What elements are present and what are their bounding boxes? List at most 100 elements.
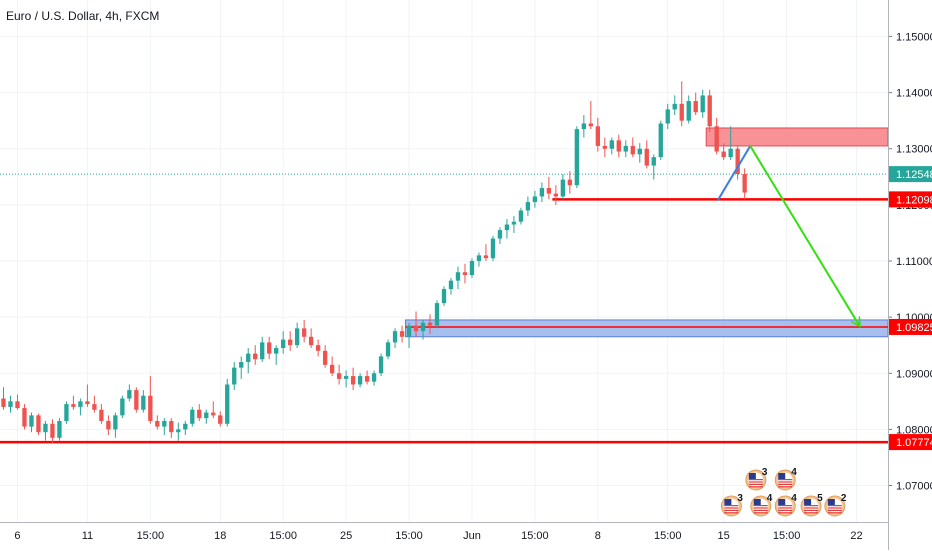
event-count: 4: [791, 493, 797, 504]
candle: [176, 422, 181, 441]
candle: [707, 89, 712, 132]
event-flag: 4: [774, 467, 797, 491]
flag-canton-icon: [778, 473, 786, 480]
candle: [637, 143, 642, 163]
candle-body: [36, 415, 41, 433]
candle-body: [553, 193, 559, 197]
candle: [476, 252, 482, 267]
current-price-label-text: 1.12548: [896, 169, 932, 181]
flag-stripe-icon: [778, 483, 793, 485]
candle: [539, 182, 545, 203]
candle: [141, 390, 146, 413]
candle-body: [567, 179, 573, 186]
candle: [420, 319, 426, 340]
candle-body: [462, 272, 468, 276]
candle: [308, 328, 314, 348]
candle: [406, 322, 412, 348]
projection-layer: [717, 144, 859, 326]
candle-body: [707, 95, 712, 127]
resistance-zone: [705, 127, 889, 147]
candle: [29, 412, 34, 433]
candle: [700, 89, 705, 118]
candle-body: [630, 145, 635, 155]
candle: [232, 362, 237, 391]
target-zone: [405, 319, 889, 338]
level-label-support-1.12098-text: 1.12098: [896, 194, 932, 206]
candle-body: [735, 148, 740, 174]
candle: [588, 101, 594, 130]
candle: [127, 384, 132, 402]
candle: [169, 418, 174, 438]
candle-body: [204, 412, 209, 419]
candle: [658, 120, 663, 160]
candle-body: [693, 101, 698, 113]
candle-body: [658, 123, 663, 158]
candle: [448, 277, 454, 295]
candle-body: [420, 322, 426, 332]
current-price-label: 1.12548: [889, 166, 932, 183]
candle: [371, 370, 377, 386]
x-tick-label: 22: [850, 530, 862, 542]
candle-body: [253, 353, 258, 360]
candle: [399, 325, 405, 343]
candle-body: [427, 322, 433, 326]
flag-stripe-icon: [748, 486, 763, 488]
candle-body: [413, 325, 419, 332]
flag-stripe-icon: [778, 505, 793, 507]
candle: [260, 336, 265, 363]
candle-body: [315, 345, 321, 351]
projection-blue-leg: [717, 144, 752, 201]
candle-body: [57, 420, 62, 438]
candle-body: [155, 420, 160, 427]
event-count: 3: [737, 493, 743, 504]
candle-body: [141, 395, 146, 410]
candle-body: [260, 342, 265, 360]
candle: [225, 378, 230, 427]
candle-body: [518, 210, 524, 222]
candle: [511, 216, 517, 233]
y-tick-label: 1.14000: [896, 88, 932, 100]
candle: [57, 418, 62, 441]
flag-stripe-icon: [724, 509, 739, 511]
candle-body: [176, 429, 181, 433]
x-tick-label: 15:00: [269, 530, 297, 542]
level-label-target-1.09825-bg: [889, 318, 932, 335]
candles-layer: [1, 81, 747, 444]
flag-stripe-icon: [804, 507, 819, 509]
candle: [518, 207, 524, 225]
candle: [455, 266, 461, 290]
candle-body: [162, 420, 167, 427]
flag-stripe-icon: [804, 509, 819, 511]
event-flag: 3: [745, 467, 768, 491]
zones-layer: [405, 127, 889, 338]
candle-body: [301, 328, 307, 337]
flag-stripe-icon: [778, 486, 793, 488]
candle: [253, 345, 258, 365]
candle: [742, 168, 747, 200]
flag-stripe-icon: [778, 507, 793, 509]
candle-body: [343, 376, 349, 379]
candle: [106, 415, 111, 435]
candle: [274, 345, 279, 365]
candle: [735, 145, 740, 180]
grid: [0, 0, 888, 522]
candle: [595, 117, 600, 152]
candle: [190, 406, 195, 427]
candle: [672, 95, 677, 116]
candle-body: [651, 157, 656, 166]
candle-body: [120, 398, 125, 416]
candle: [462, 263, 468, 284]
candle-body: [406, 325, 412, 337]
x-tick-label: 25: [340, 530, 352, 542]
candle-body: [602, 145, 607, 149]
candle: [8, 395, 13, 413]
candle: [322, 345, 328, 368]
candle-body: [218, 415, 223, 424]
candle-body: [609, 140, 614, 149]
flag-stripe-icon: [724, 505, 739, 507]
x-tick-label: 8: [595, 530, 601, 542]
flag-stripe-icon: [827, 507, 842, 509]
flag-stripe-icon: [748, 481, 763, 483]
